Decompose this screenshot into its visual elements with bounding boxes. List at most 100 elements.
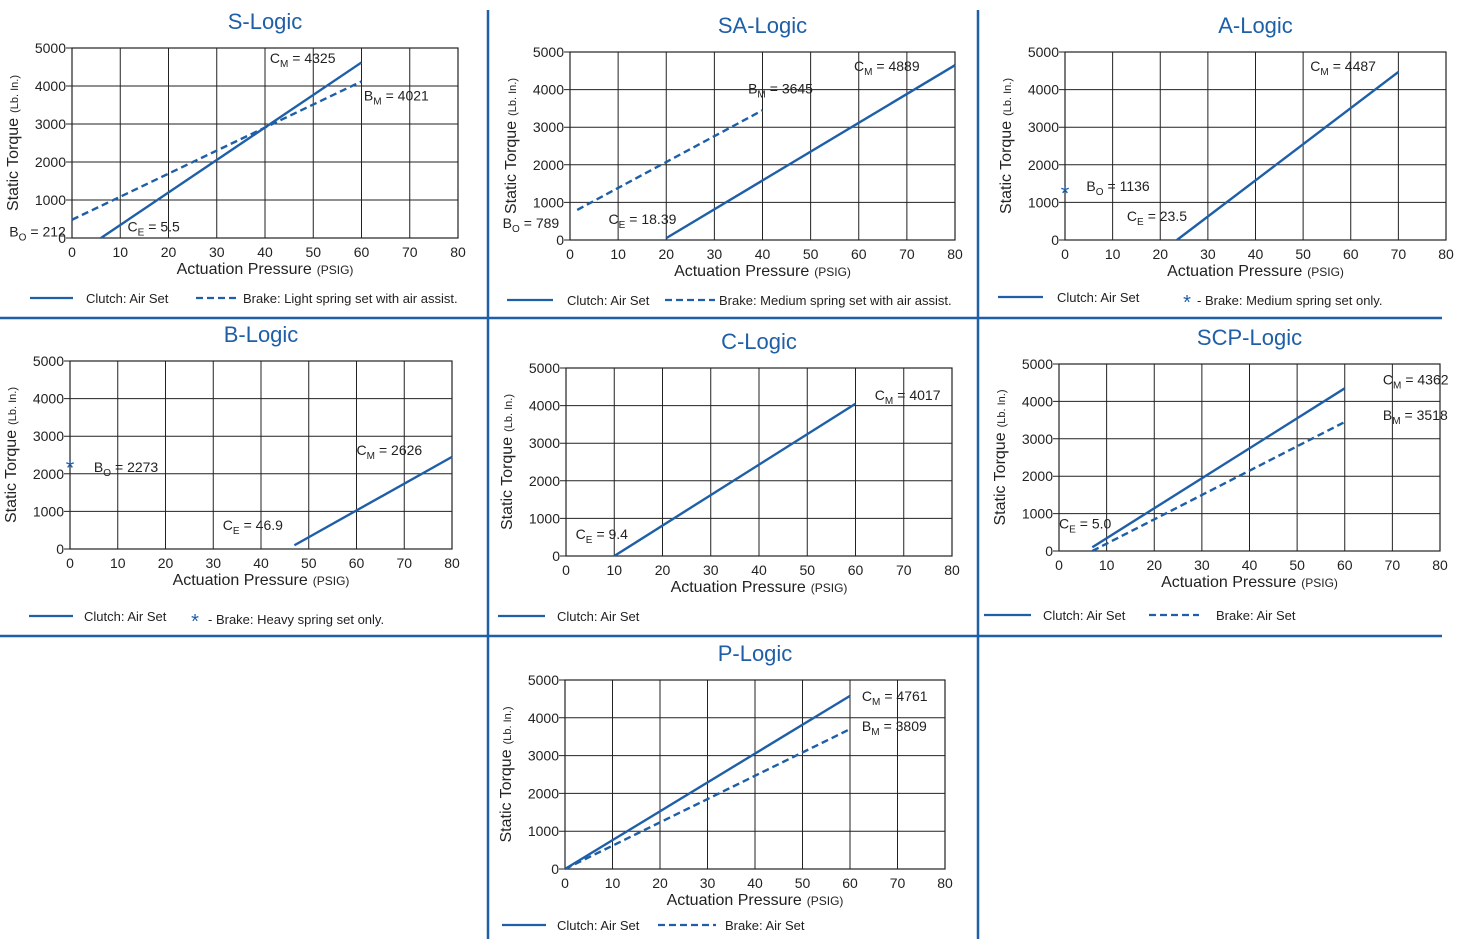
value-annotation: CE = 46.9 — [223, 517, 283, 537]
x-tick-label: 70 — [402, 244, 418, 260]
y-tick-label: 5000 — [533, 44, 564, 60]
x-tick-label: 80 — [444, 555, 460, 571]
x-tick-label: 80 — [1438, 246, 1454, 262]
x-tick-label: 30 — [1194, 557, 1210, 573]
value-annotation: CE = 23.5 — [1127, 208, 1187, 228]
x-axis-unit: (PSIG) — [317, 263, 354, 277]
x-tick-label: 30 — [700, 875, 716, 891]
y-tick-label: 2000 — [1028, 157, 1059, 173]
y-tick-label: 3000 — [528, 748, 559, 764]
y-axis-title: Static Torque (Lb. In.) — [499, 394, 516, 530]
value-annotation: CE = 5.0 — [1059, 516, 1112, 536]
value-annotation: CM = 4487 — [1310, 58, 1376, 78]
annotation-symbol: C — [862, 688, 872, 704]
annotation-subscript: O — [19, 232, 27, 243]
plot-frame — [569, 51, 956, 241]
brake-star-marker: * — [66, 455, 75, 480]
chart-title: B-Logic — [224, 322, 299, 347]
annotation-symbol: C — [223, 517, 233, 533]
x-tick-label: 40 — [253, 555, 269, 571]
y-tick-label: 4000 — [533, 82, 564, 98]
legend-label: Clutch: Air Set — [86, 291, 169, 306]
x-tick-label: 60 — [848, 562, 864, 578]
legend-label: Clutch: Air Set — [1057, 290, 1140, 305]
value-annotation: BO = 1136 — [1086, 178, 1150, 198]
annotation-subscript: E — [233, 526, 240, 537]
annotation-value: = 9.4 — [596, 526, 628, 542]
value-annotation: CE = 5.5 — [127, 219, 180, 239]
legend-label: Clutch: Air Set — [1043, 608, 1126, 623]
legend-label: Clutch: Air Set — [557, 918, 640, 933]
x-axis-title: Actuation Pressure (PSIG) — [667, 892, 844, 909]
x-tick-label: 0 — [1061, 246, 1069, 262]
x-tick-label: 10 — [606, 562, 622, 578]
y-tick-label: 4000 — [1028, 82, 1059, 98]
y-tick-label: 4000 — [1022, 393, 1053, 409]
y-tick-label: 5000 — [35, 40, 66, 56]
chart-panel-6: P-Logic 0 10 20 30 40 50 60 70 80 0 1000 2000 3000 400… — [498, 641, 953, 933]
y-tick-label: 2000 — [528, 785, 559, 801]
y-tick-label: 3000 — [529, 435, 560, 451]
x-tick-label: 40 — [747, 875, 763, 891]
y-tick-label: 0 — [1051, 232, 1059, 248]
series-line-1 — [1091, 420, 1346, 553]
x-tick-label: 40 — [1248, 246, 1264, 262]
y-axis-label: Static Torque — [3, 430, 20, 523]
value-annotation: CM = 4889 — [854, 58, 920, 78]
legend-star-marker: * — [1183, 292, 1191, 314]
x-tick-label: 50 — [1295, 246, 1311, 262]
x-axis-label: Actuation Pressure — [667, 892, 802, 909]
value-annotation: CE = 9.4 — [576, 526, 629, 546]
annotation-symbol: C — [854, 58, 864, 74]
y-axis-label: Static Torque — [499, 437, 516, 530]
series-line-0 — [1091, 387, 1346, 549]
x-tick-label: 50 — [803, 246, 819, 262]
x-axis-title: Actuation Pressure (PSIG) — [671, 579, 848, 596]
value-annotation: CM = 4362 — [1383, 372, 1449, 392]
x-tick-label: 40 — [755, 246, 771, 262]
legend-label-text: Brake: Medium spring set only. — [1205, 293, 1383, 308]
y-tick-label: 2000 — [35, 154, 66, 170]
x-tick-label: 0 — [1055, 557, 1063, 573]
chart-title: SA-Logic — [718, 13, 807, 38]
annotation-subscript: M — [757, 89, 765, 100]
x-tick-label: 30 — [205, 555, 221, 571]
series-line-0 — [613, 402, 857, 558]
x-tick-label: 30 — [209, 244, 225, 260]
y-tick-label: 3000 — [1028, 119, 1059, 135]
x-tick-label: 70 — [890, 875, 906, 891]
chart-title: C-Logic — [721, 329, 797, 354]
annotation-symbol: C — [357, 442, 367, 458]
y-axis-unit: (Lb. In.) — [502, 707, 514, 745]
y-tick-label: 1000 — [533, 194, 564, 210]
annotation-value: = 3809 — [884, 718, 927, 734]
series-line-1 — [564, 728, 851, 871]
x-axis-unit: (PSIG) — [1301, 576, 1338, 590]
annotation-value: = 2626 — [379, 442, 422, 458]
legend-label: - Brake: Medium spring set only. — [1197, 293, 1382, 308]
x-tick-label: 30 — [707, 246, 723, 262]
legend-label: Clutch: Air Set — [557, 609, 640, 624]
chart-panel-1: SA-Logic 0 10 20 30 40 50 60 70 80 0 1000 2000 3000 40… — [503, 13, 963, 308]
x-tick-label: 50 — [799, 562, 815, 578]
x-tick-label: 80 — [450, 244, 466, 260]
x-tick-label: 60 — [354, 244, 370, 260]
value-annotation: BO = 212 — [9, 223, 66, 243]
x-tick-label: 20 — [658, 246, 674, 262]
legend-label: Clutch: Air Set — [84, 609, 167, 624]
annotation-subscript: M — [1320, 67, 1328, 78]
annotation-value: = 46.9 — [244, 517, 284, 533]
value-annotation: BM = 4021 — [364, 87, 429, 107]
annotation-subscript: M — [871, 727, 879, 738]
y-tick-label: 5000 — [33, 353, 64, 369]
y-axis-label: Static Torque — [998, 121, 1015, 214]
x-tick-label: 0 — [68, 244, 76, 260]
chart-title: P-Logic — [718, 641, 793, 666]
annotation-value: = 5.0 — [1080, 516, 1112, 532]
y-axis-title: Static Torque (Lb. In.) — [3, 387, 20, 523]
annotation-value: = 789 — [524, 215, 560, 231]
annotation-symbol: C — [875, 387, 885, 403]
x-axis-title: Actuation Pressure (PSIG) — [674, 263, 851, 280]
series-line-0 — [293, 455, 453, 547]
